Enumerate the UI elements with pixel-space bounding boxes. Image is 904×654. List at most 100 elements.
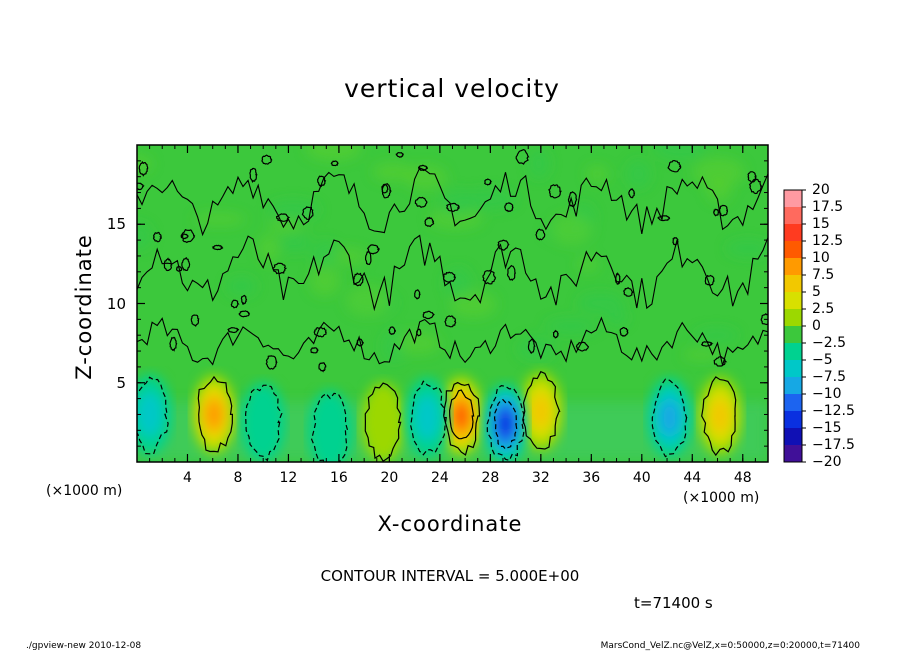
velocity-cell-updraft: [518, 371, 563, 452]
chart-title: vertical velocity: [344, 74, 560, 103]
velocity-cell-downdraft: [647, 377, 692, 458]
velocity-cell-downdraft: [308, 390, 353, 462]
zero-contour-islet: [261, 154, 273, 165]
x-tick-label: 16: [329, 470, 348, 486]
colorbar-label: −12.5: [812, 403, 855, 419]
zero-contour-islet: [275, 213, 291, 222]
velocity-cell-downdraft: [137, 374, 172, 455]
zero-contour-islet: [227, 326, 240, 334]
time-label: t=71400 s: [634, 594, 713, 612]
field-patch: [311, 240, 340, 268]
zero-contour-islet: [704, 274, 715, 286]
zero-contour-islet: [482, 269, 497, 285]
zero-contour-islet: [316, 175, 327, 188]
x-tick-label: 24: [430, 470, 449, 486]
zero-contour-islet: [535, 228, 546, 241]
zero-contour-islet: [152, 231, 163, 243]
colorbar-label: −5: [812, 352, 833, 368]
x-tick-label: 40: [632, 470, 651, 486]
field-patch: [137, 155, 153, 172]
colorbar-label: 5: [812, 284, 821, 300]
x-tick-label: 32: [531, 470, 550, 486]
zero-contour-islet: [180, 233, 189, 240]
field-patch: [576, 257, 599, 272]
velocity-cell-downdraft: [241, 382, 286, 462]
x-tick-label: 44: [683, 470, 702, 486]
contour-interval-note: CONTOUR INTERVAL = 5.000E+00: [320, 567, 580, 585]
colorbar-label: 15: [812, 216, 830, 232]
zero-contour-islet: [424, 216, 435, 228]
zero-contour-islet: [169, 336, 178, 352]
zero-contour-islet: [238, 310, 251, 318]
colorbar-swatch: [784, 241, 802, 259]
field-patch: [396, 332, 441, 355]
field-patch: [607, 308, 628, 326]
zero-contour-islet: [414, 288, 421, 300]
field-patch: [372, 162, 413, 182]
contour-ring: [197, 375, 234, 453]
velocity-cell-downdraft: [405, 377, 450, 458]
colorbar: [783, 189, 806, 463]
zero-contour-islet: [657, 215, 671, 222]
zero-contour-islet: [748, 178, 763, 195]
footer-program-date: ./gpview-new 2010-12-08: [26, 641, 142, 651]
x-tick-label: 28: [481, 470, 500, 486]
velocity-level: [710, 398, 731, 434]
colorbar-label: −20: [812, 454, 842, 470]
zero-contour-islet: [249, 167, 258, 183]
field-patch: [345, 285, 390, 317]
zero-contour-islet: [515, 148, 530, 165]
zero-contour-islet: [272, 262, 288, 275]
field-patch: [440, 189, 474, 217]
field-patch: [257, 234, 280, 263]
field-patch: [517, 336, 555, 361]
contour-ring: [522, 370, 561, 450]
zero-contour-islet: [672, 237, 679, 246]
y-tick-label: 5: [116, 373, 126, 392]
colorbar-label: −7.5: [812, 369, 846, 385]
velocity-cell-updraft: [191, 374, 236, 455]
axis-ticks: [137, 145, 768, 462]
zero-contour-islet: [414, 196, 428, 209]
field-patch: [268, 219, 304, 233]
field-patch: [305, 145, 362, 161]
zero-contour-islet: [718, 204, 729, 217]
field-patch: [428, 208, 483, 229]
zero-contour-islet: [700, 341, 714, 347]
colorbar-swatch: [784, 377, 802, 395]
colorbar-swatch: [784, 411, 802, 429]
x-tick-label: 36: [582, 470, 601, 486]
contour-ring: [651, 378, 688, 458]
colorbar-swatch: [784, 326, 802, 344]
x-tick-label: 12: [279, 470, 298, 486]
zero-contour-islet: [747, 171, 757, 183]
zero-contour-islet: [137, 182, 145, 191]
zero-contour-lower: [137, 316, 768, 366]
field-patch: [653, 145, 708, 161]
zero-contour-islet: [388, 326, 396, 336]
zero-contour-islet: [567, 191, 578, 208]
colorbar-label: 10: [812, 250, 830, 266]
y-tick-label: 15: [106, 215, 126, 234]
zero-contour-islet: [395, 151, 405, 158]
zero-contour-islet: [265, 355, 278, 370]
zero-contour-islet: [614, 272, 621, 285]
contour-ring: [448, 389, 475, 440]
colorbar-swatch: [784, 292, 802, 310]
field-patch: [626, 159, 651, 189]
zero-contour-islet: [504, 202, 514, 213]
colorbar-swatch: [784, 394, 802, 412]
colorbar-swatch: [784, 207, 802, 225]
colorbar-label: −17.5: [812, 437, 855, 453]
field-patch: [226, 276, 257, 296]
zero-contour-islet: [353, 272, 364, 287]
contour-ring: [244, 384, 283, 462]
zero-contour-islet: [310, 347, 319, 354]
zero-contour-middle: [137, 234, 768, 312]
colorbar-label: 17.5: [812, 199, 844, 215]
velocity-level: [414, 394, 441, 441]
x-tick-label: 4: [183, 470, 192, 486]
colorbar-label: −10: [812, 386, 842, 402]
zero-contour-upper: [137, 167, 768, 237]
velocity-level: [530, 393, 551, 429]
